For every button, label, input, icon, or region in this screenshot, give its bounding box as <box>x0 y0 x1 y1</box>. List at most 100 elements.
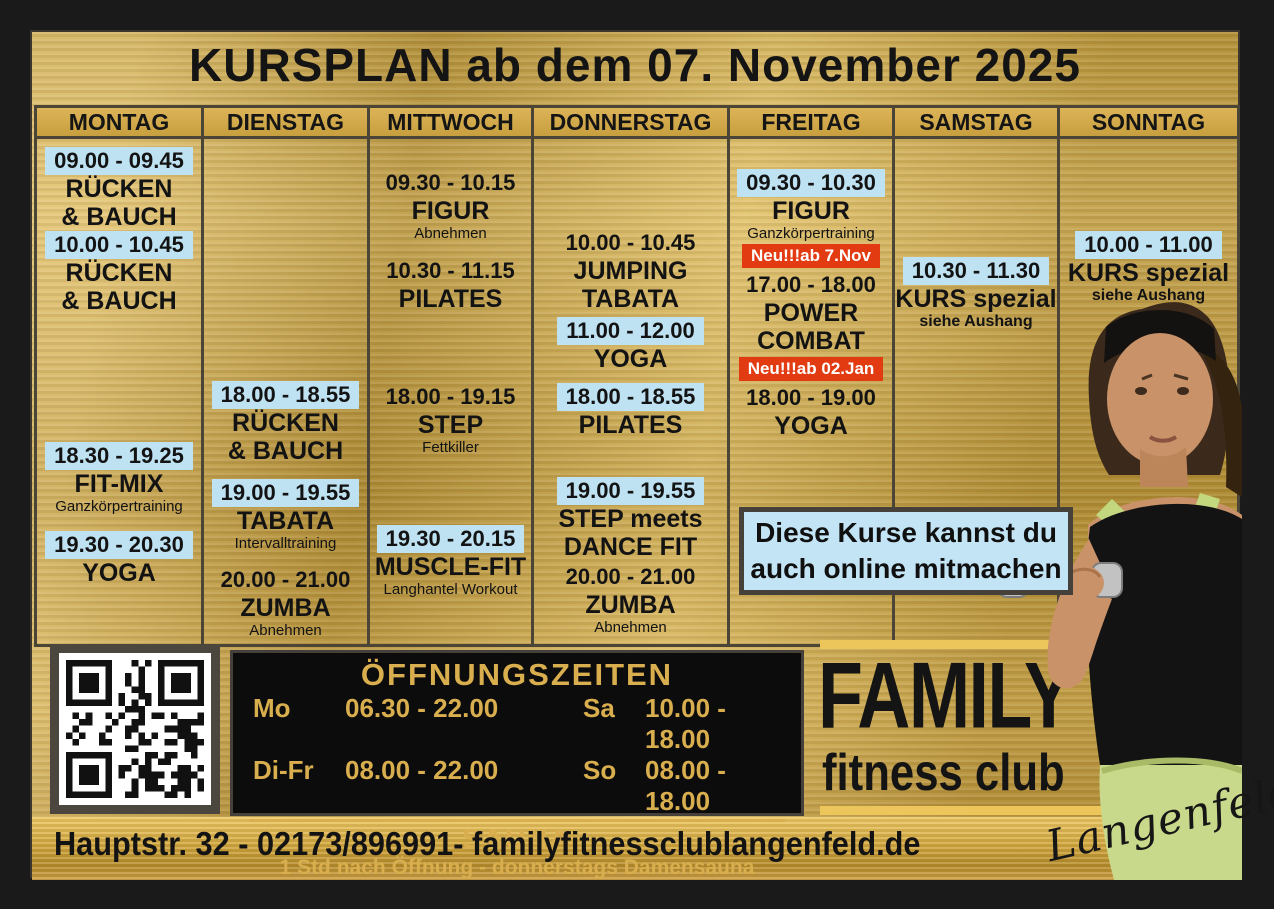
qr-code-frame <box>50 644 220 814</box>
course-time: 18.00 - 19.15 <box>385 384 516 409</box>
course-subtitle: siehe Aushang <box>919 313 1033 330</box>
course-entry: 19.00 - 19.55 STEP meets DANCE FIT <box>534 477 727 561</box>
opening-hours-title: ÖFFNUNGSZEITEN <box>360 657 674 692</box>
course-entry: 10.30 - 11.30 KURS spezial siehe Aushang <box>895 257 1057 331</box>
course-name: PILATES <box>398 285 503 313</box>
day-column-samstag: SAMSTAG 10.30 - 11.30 KURS spezial siehe Au… <box>895 108 1060 644</box>
course-entry: 18.30 - 19.25 FIT-MIX Ganzkörpertraining <box>37 442 201 516</box>
course-entry: 10.00 - 11.00 KURS spezial siehe Aushang <box>1060 231 1237 305</box>
day-body: 09.30 - 10.15 FIGUR Abnehmen 10.30 - 11.15 P… <box>370 139 531 647</box>
course-name: STEP meets <box>558 505 703 533</box>
day-column-donnerstag: DONNERSTAG 10.00 - 10.45 JUMPING TABATA 11.0… <box>534 108 730 644</box>
logo-fitness-club-text: fitness club <box>822 744 1065 802</box>
course-name: DANCE FIT <box>563 533 698 561</box>
course-name: TABATA <box>581 285 680 313</box>
opening-day-label: So <box>583 755 617 785</box>
course-name: RÜCKEN <box>65 259 173 287</box>
course-time: 09.30 - 10.15 <box>385 170 516 195</box>
day-column-dienstag: DIENSTAG 18.00 - 18.55 RÜCKEN & BAUCH 19.00 … <box>204 108 370 644</box>
course-entry: Neu!!!ab 02.Jan 18.00 - 19.00 YOGA <box>730 357 892 440</box>
opening-time-value: 08.00 - 18.00 <box>645 755 726 816</box>
course-entry: 10.00 - 10.45 RÜCKEN & BAUCH <box>37 231 201 315</box>
opening-time-value: 10.00 - 18.00 <box>645 693 726 754</box>
opening-time-value: 06.30 - 22.00 <box>345 693 499 723</box>
course-entry: 09.00 - 09.45 RÜCKEN & BAUCH <box>37 147 201 231</box>
course-name: RÜCKEN <box>65 175 173 203</box>
course-time: 18.00 - 18.55 <box>211 381 360 409</box>
online-note-line1: Diese Kurse kannst du <box>755 517 1057 548</box>
course-entry: 18.00 - 19.15 STEP Fettkiller <box>370 383 531 457</box>
opening-hours-grid: Mo 06.30 - 22.00 Sa 10.00 - 18.00 Di-Fr … <box>247 693 787 817</box>
address-strip <box>32 817 1238 880</box>
course-time: 20.00 - 21.00 <box>565 564 696 589</box>
course-name: COMBAT <box>757 327 865 355</box>
course-entry: 10.00 - 10.45 JUMPING TABATA <box>534 229 727 313</box>
course-entry: 19.00 - 19.55 TABATA Intervalltraining <box>204 479 367 553</box>
course-entry: Neu!!!ab 7.Nov 17.00 - 18.00 POWER COMBAT <box>730 244 892 355</box>
new-badge: Neu!!!ab 02.Jan <box>738 357 884 381</box>
course-name: & BAUCH <box>227 437 344 465</box>
course-name: & BAUCH <box>61 287 177 315</box>
opening-day-label: Di-Fr <box>253 755 314 785</box>
day-column-mittwoch: MITTWOCH 09.30 - 10.15 FIGUR Abnehmen 10.30 … <box>370 108 534 644</box>
course-entry: 20.00 - 21.00 ZUMBA Abnehmen <box>204 566 367 640</box>
course-time: 18.00 - 18.55 <box>556 383 705 411</box>
new-badge: Neu!!!ab 7.Nov <box>742 244 880 268</box>
course-time: 10.00 - 11.00 <box>1075 231 1222 259</box>
course-time: 09.30 - 10.30 <box>737 169 885 197</box>
day-body: 18.00 - 18.55 RÜCKEN & BAUCH 19.00 - 19.55 T… <box>204 139 367 647</box>
course-name: FIT-MIX <box>74 470 164 498</box>
course-name: TABATA <box>236 507 335 535</box>
poster-gold-area: KURSPLAN ab dem 07. November 2025 MONTAG… <box>30 30 1274 880</box>
course-time: 18.30 - 19.25 <box>45 442 193 470</box>
course-name: YOGA <box>774 412 848 440</box>
course-entry: 09.30 - 10.30 FIGUR Ganzkörpertraining <box>730 169 892 243</box>
day-header: MITTWOCH <box>370 108 531 139</box>
course-name: ZUMBA <box>585 591 676 619</box>
schedule-table: MONTAG 09.00 - 09.45 RÜCKEN & BAUCH 10.00 - … <box>34 105 1240 647</box>
course-name: YOGA <box>593 345 668 373</box>
course-subtitle: siehe Aushang <box>1091 287 1206 304</box>
course-name: FIGUR <box>772 197 850 225</box>
course-name: & BAUCH <box>61 203 177 231</box>
day-column-sonntag: SONNTAG 10.00 - 11.00 KURS spezial siehe Au… <box>1060 108 1237 644</box>
course-time: 19.00 - 19.55 <box>556 477 705 505</box>
course-name: ZUMBA <box>240 594 331 622</box>
course-time: 10.30 - 11.30 <box>902 257 1050 285</box>
sauna-title: SAUNA <box>462 823 572 854</box>
logo-family-text: FAMILY <box>818 643 1073 748</box>
online-courses-note: Diese Kurse kannst du auch online mitmac… <box>739 507 1073 595</box>
day-column-freitag: FREITAG 09.30 - 10.30 FIGUR Ganzkörpertrain… <box>730 108 895 644</box>
opening-hours-box: ÖFFNUNGSZEITEN Mo 06.30 - 22.00 Sa 10.00… <box>230 650 804 879</box>
course-time: 17.00 - 18.00 <box>746 272 876 297</box>
course-subtitle: Intervalltraining <box>234 535 337 552</box>
course-name: KURS spezial <box>1067 259 1230 287</box>
opening-day-label: Mo <box>253 693 291 723</box>
course-name: JUMPING <box>573 257 688 285</box>
course-subtitle: Abnehmen <box>594 619 667 636</box>
course-name: POWER <box>763 299 859 327</box>
poster-title: KURSPLAN ab dem 07. November 2025 <box>189 39 1081 91</box>
course-subtitle: Langhantel Workout <box>383 581 518 598</box>
course-time: 10.30 - 11.15 <box>386 258 515 283</box>
course-time: 18.00 - 19.00 <box>746 385 876 410</box>
course-subtitle: Ganzkörpertraining <box>747 225 875 242</box>
opening-day-label: Sa <box>583 693 615 723</box>
course-entry: 09.30 - 10.15 FIGUR Abnehmen <box>370 169 531 243</box>
day-body: 10.00 - 10.45 JUMPING TABATA 11.00 - 12.00 Y… <box>534 139 727 647</box>
day-header: DONNERSTAG <box>534 108 727 139</box>
course-name: MUSCLE-FIT <box>374 553 527 581</box>
day-header: SONNTAG <box>1060 108 1237 139</box>
online-note-line2: auch online mitmachen <box>750 553 1062 584</box>
sauna-note: 1 Std nach Öffnung - donnerstags Damensa… <box>279 856 755 879</box>
course-entry: 19.30 - 20.15 MUSCLE-FIT Langhantel Workou… <box>370 525 531 599</box>
course-time: 10.00 - 10.45 <box>565 230 696 255</box>
course-time: 11.00 - 12.00 <box>557 317 704 345</box>
day-body: 10.30 - 11.30 KURS spezial siehe Aushang <box>895 139 1057 647</box>
day-body: 09.30 - 10.30 FIGUR Ganzkörpertraining Neu!… <box>730 139 892 647</box>
course-entry: 10.30 - 11.15 PILATES <box>370 257 531 313</box>
course-name: STEP <box>417 411 484 439</box>
day-body: 10.00 - 11.00 KURS spezial siehe Aushang <box>1060 139 1237 647</box>
course-time: 19.30 - 20.15 <box>376 525 525 553</box>
